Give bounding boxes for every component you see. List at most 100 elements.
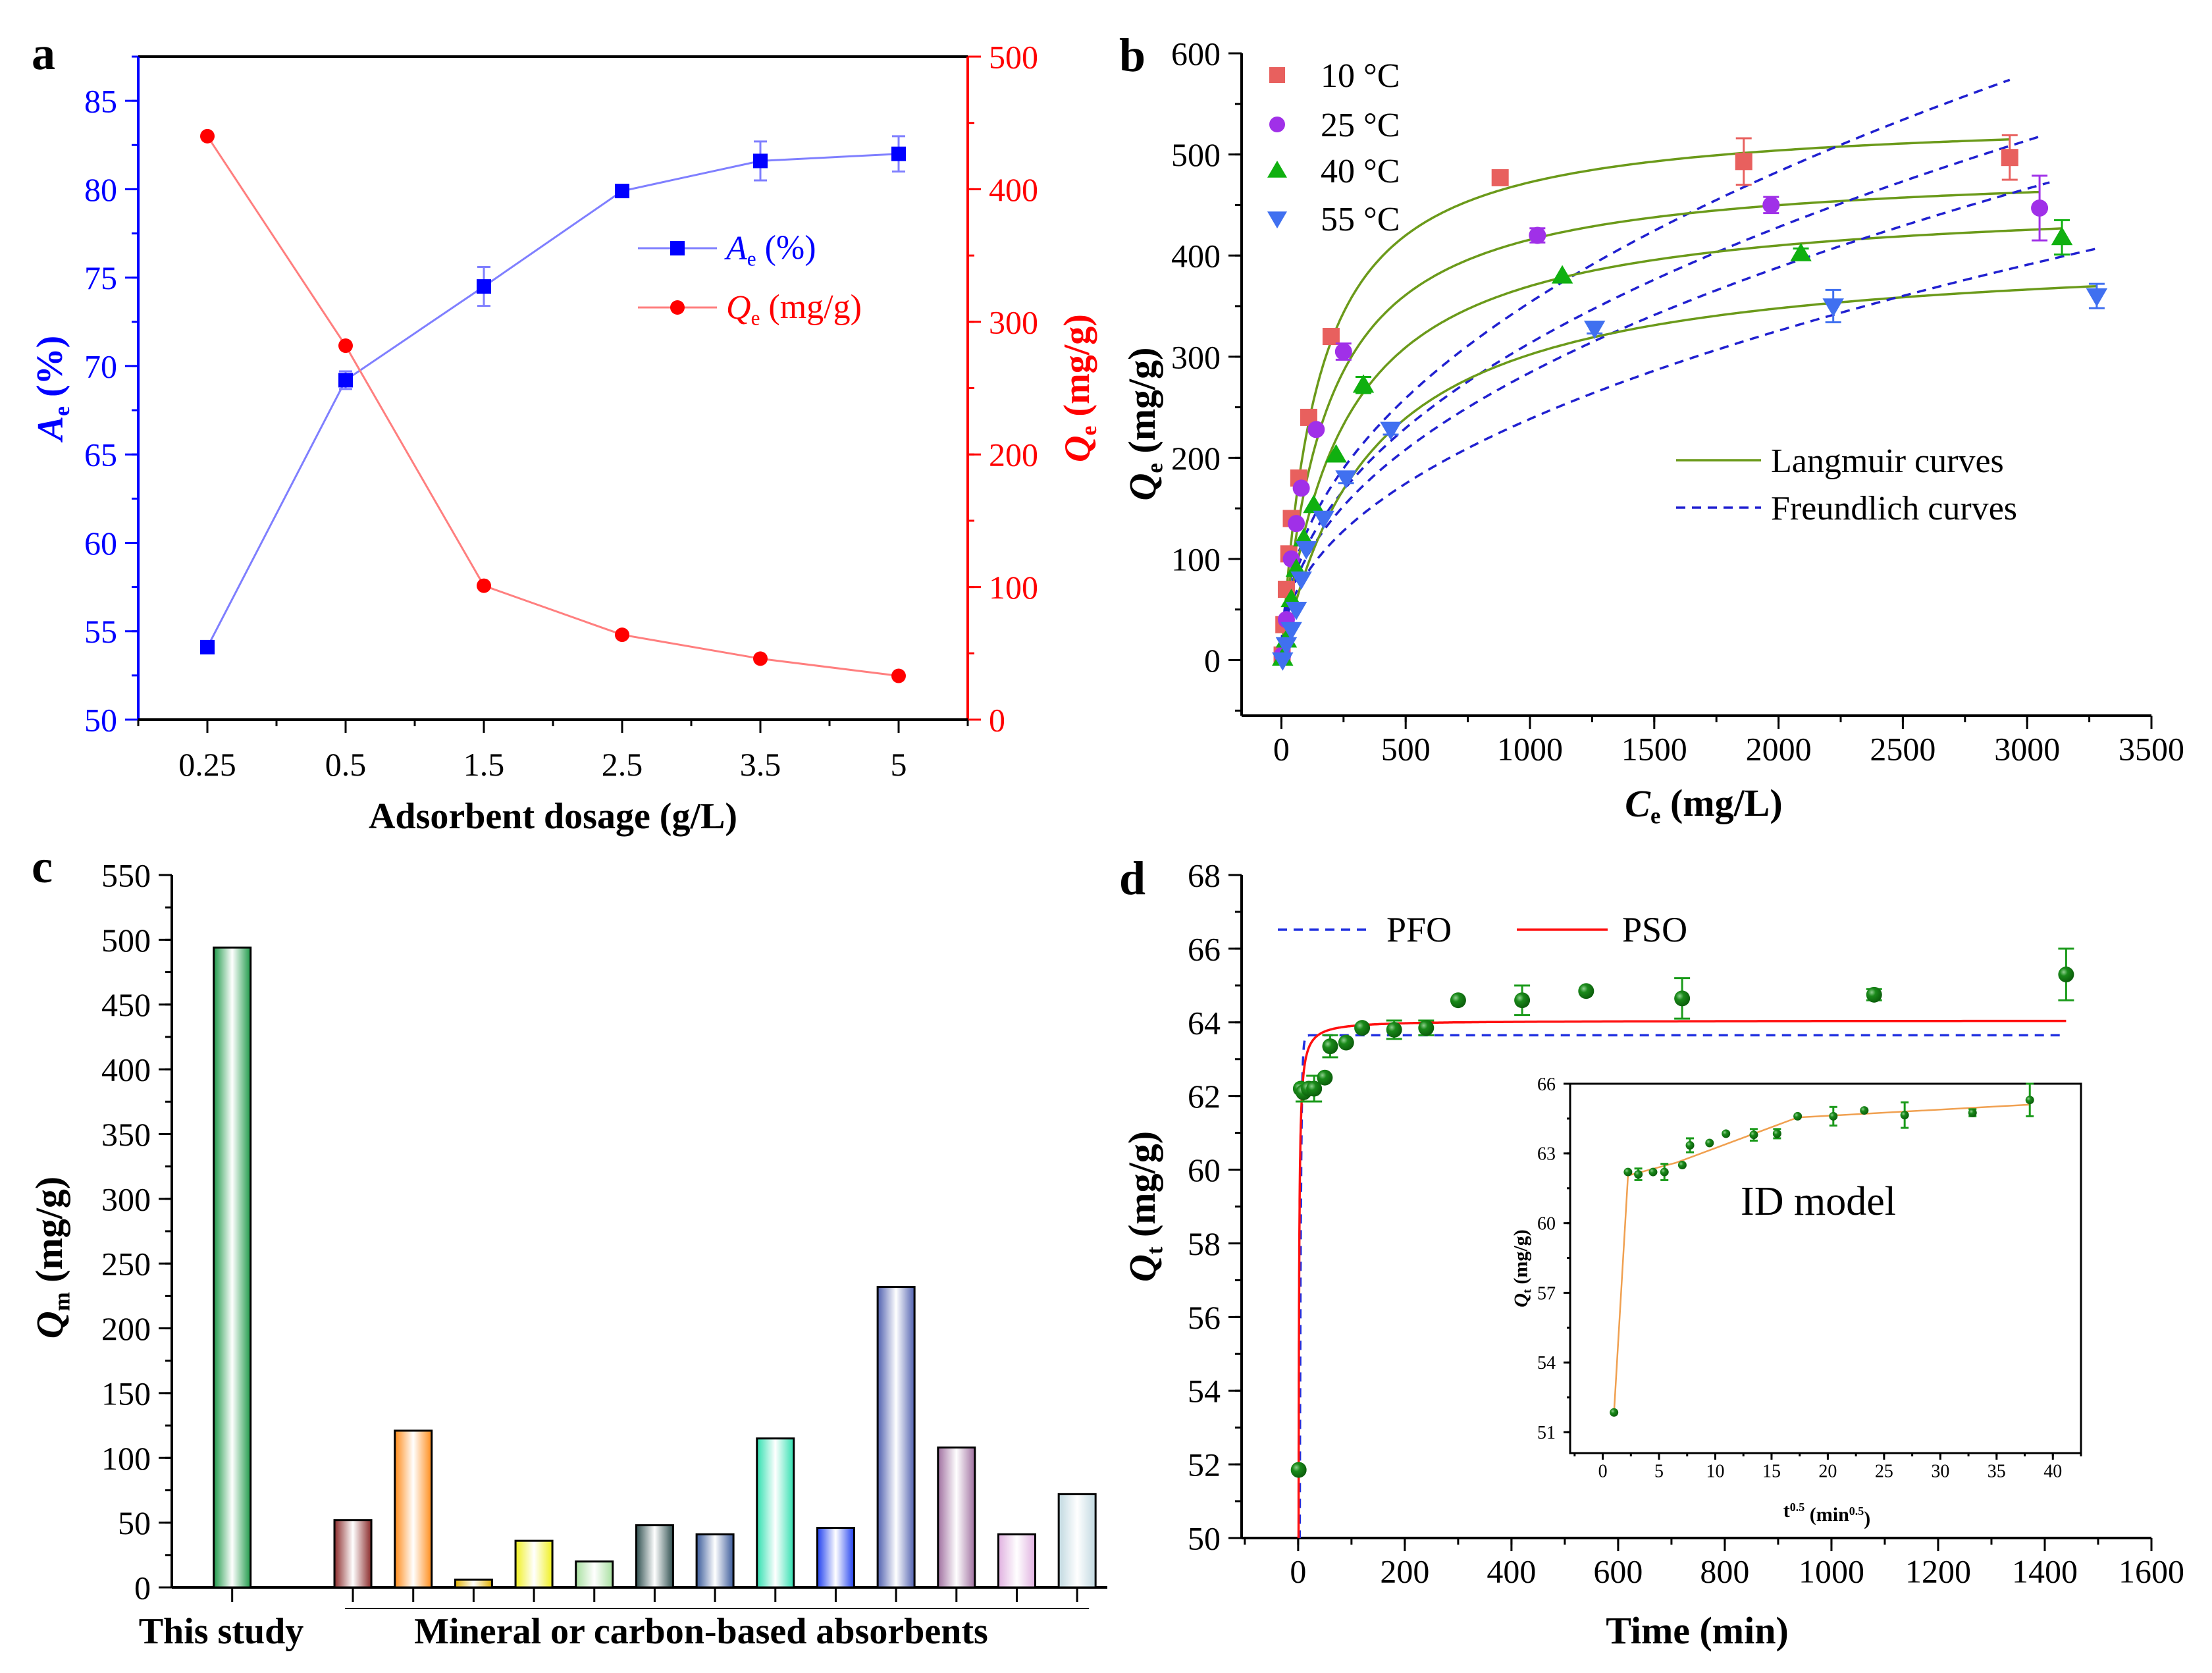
y-axis-tick-label: 0 [134, 1570, 151, 1607]
inset-data-point [1634, 1170, 1643, 1179]
inset-data-point [1623, 1167, 1633, 1177]
left-y-axis-tick-label: 80 [84, 171, 117, 208]
y-axis-title-unit: (mg/g) [1120, 348, 1163, 464]
inset-data-point [1660, 1167, 1669, 1177]
legend-entry-3: 55 °C [1267, 201, 1400, 238]
x-axis-tick-label: 1000 [1497, 731, 1563, 768]
data-point [1317, 1069, 1333, 1086]
y-axis-tick-label: 550 [101, 857, 151, 894]
data-point [1313, 510, 1334, 529]
legend-label-subscript: e [751, 306, 760, 329]
y-axis-tick-label: 250 [101, 1246, 151, 1283]
bar [876, 1286, 916, 1589]
inset-data-point [1749, 1130, 1758, 1140]
inset-title: ID model [1741, 1179, 1896, 1224]
inset-x-title-part: (min [1804, 1504, 1849, 1526]
panel-c: c 0 50 100 150 200 250 300 350 400 450 500 550 This s… [28, 840, 1107, 1652]
y-axis-title: Qm (mg/g) [28, 1177, 75, 1339]
panel-letter: b [1119, 29, 1146, 82]
inset-x-axis-title: t0.5 (min0.5) [1783, 1500, 1871, 1529]
y-axis-title-symbol: Q [28, 1311, 71, 1339]
inset-data-point [1772, 1129, 1781, 1138]
y-axis-tick-label: 66 [1188, 930, 1221, 967]
y-axis-title-unit: (mg/g) [1120, 1131, 1163, 1247]
x-axis-tick-label: 2000 [1746, 731, 1812, 768]
inset-y-axis-tick-label: 57 [1537, 1283, 1556, 1304]
freundlich-curve [1280, 181, 2050, 660]
data-point [1551, 265, 1573, 284]
panel-b: b 0 100 200 300 400 500 600 0 500 1000 1500 2000 2500… [1119, 29, 2184, 828]
x-axis-tick-label: 500 [1381, 731, 1431, 768]
legend-label: 55 °C [1321, 201, 1400, 238]
legend-entry-1: Qe (mg/g) [638, 288, 862, 329]
inset-data-point [1705, 1138, 1714, 1148]
data-point [200, 639, 215, 654]
bar [635, 1524, 674, 1589]
left-y-axis-tick-label: 50 [84, 702, 117, 739]
inset-y-axis-tick-label: 60 [1537, 1213, 1556, 1234]
data-point [1306, 1080, 1323, 1097]
left-y-axis-tick-label: 75 [84, 259, 117, 296]
inset-x-axis-tick-label: 40 [2043, 1462, 2062, 1482]
inset-data-point [1722, 1129, 1731, 1138]
x-axis-tick-label: 800 [1700, 1553, 1749, 1590]
legend-label-subscript: e [747, 247, 756, 270]
y-axis-tick-label: 400 [101, 1051, 151, 1088]
series-line [206, 135, 899, 677]
left-y-axis-tick-label: 55 [84, 613, 117, 650]
x-axis-tick-label: 400 [1487, 1553, 1536, 1590]
inset-y-axis-title-unit: (mg/g) [1510, 1229, 1531, 1289]
x-axis-tick-label: 0 [1290, 1553, 1306, 1590]
y-axis-title: Qe (mg/g) [1120, 348, 1168, 501]
panel-letter: d [1119, 852, 1146, 905]
y-axis-title: Qt (mg/g) [1120, 1131, 1168, 1282]
data-points [1290, 947, 2074, 1478]
data-point [1354, 1020, 1371, 1036]
bar [394, 1429, 433, 1589]
y-axis-tick-label: 68 [1188, 857, 1221, 894]
legend-entry-1: 25 °C [1269, 107, 1400, 144]
data-point [1322, 1038, 1338, 1055]
data-point [1380, 421, 1402, 440]
data-point [477, 279, 491, 294]
panel-a: a 50 55 60 65 70 75 80 85 0 100 200 300 400 500 0.25 0.5… [30, 27, 1101, 837]
right-y-axis-title-symbol: Q [1057, 435, 1098, 462]
legend-label: 40 °C [1321, 153, 1400, 190]
y-axis-tick-label: 50 [118, 1504, 151, 1541]
y-axis-title-symbol: Q [1121, 1254, 1164, 1282]
data-point [1529, 226, 1546, 244]
data-point [477, 578, 491, 593]
inset-y-axis-tick-label: 54 [1537, 1353, 1556, 1373]
x-axis-tick-label: 1200 [1905, 1553, 1971, 1590]
data-point [338, 338, 353, 354]
right-y-axis-tick-label: 200 [989, 437, 1038, 473]
y-axis-tick-label: 0 [1204, 642, 1221, 679]
y-axis-title-subscript: m [49, 1292, 74, 1311]
y-axis-tick-label: 150 [101, 1375, 151, 1412]
data-point [615, 184, 629, 199]
legend-entry-2: 40 °C [1267, 153, 1400, 190]
inset-y-axis-title-subscript: t [1520, 1289, 1533, 1293]
inset-data-point [1610, 1408, 1619, 1417]
y-axis-tick-label: 60 [1188, 1152, 1221, 1188]
right-y-axis-title: Qe (mg/g) [1057, 314, 1101, 462]
data-point [1866, 986, 1882, 1003]
inset-data-point [1677, 1160, 1687, 1169]
data-point [891, 146, 906, 161]
legend-label: PSO [1622, 910, 1687, 949]
x-axis-tick-label: 1600 [2119, 1553, 2184, 1590]
data-point [615, 627, 629, 643]
right-y-axis-tick-label: 100 [989, 569, 1038, 606]
right-y-axis-tick-label: 500 [989, 39, 1038, 76]
inset-y-axis-title-symbol: Q [1510, 1293, 1532, 1308]
legend-label: Freundlich curves [1771, 490, 2017, 527]
x-axis-tick-label: 0.25 [178, 746, 236, 783]
bar [756, 1437, 795, 1589]
x-axis-title-symbol: C [1625, 782, 1651, 825]
data-point [1288, 515, 1305, 533]
y-axis-tick-label: 64 [1188, 1004, 1221, 1041]
y-axis-title-symbol: Q [1121, 473, 1164, 501]
series-ae [200, 135, 906, 654]
data-point [338, 373, 353, 388]
